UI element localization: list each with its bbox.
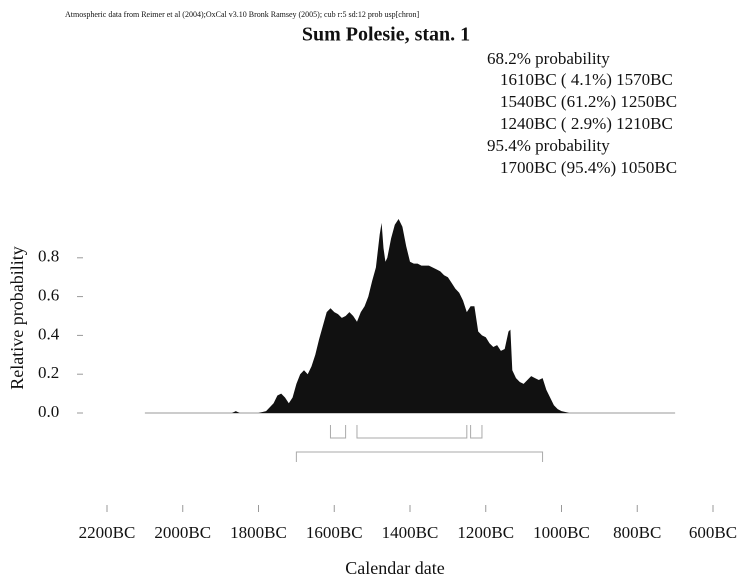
annotation: 1700BC (95.4%) 1050BC [500,158,677,177]
y-tick-label: 0.4 [38,324,60,343]
annotation: 1610BC ( 4.1%) 1570BC [500,70,673,89]
x-axis-label: Calendar date [345,558,444,578]
annotation: 1240BC ( 2.9%) 1210BC [500,114,673,133]
x-tick-label: 800BC [613,523,661,542]
y-axis-label: Relative probability [7,246,27,389]
x-tick-label: 600BC [689,523,737,542]
x-tick-label: 2000BC [154,523,211,542]
range-68 [356,425,468,439]
x-tick-label: 2200BC [79,523,136,542]
y-tick-label: 0.6 [38,286,59,305]
x-tick-label: 1600BC [306,523,363,542]
chart-title: Sum Polesie, stan. 1 [302,24,470,46]
y-tick-label: 0.8 [38,247,59,266]
range-95 [295,451,544,462]
y-tick-label: 0.0 [38,402,59,421]
x-tick-label: 1400BC [382,523,439,542]
annotation: 68.2% probability [487,49,610,68]
x-tick-label: 1800BC [230,523,287,542]
header: Atmospheric data from Reimer et al (2004… [65,10,419,19]
x-tick-label: 1200BC [457,523,514,542]
range-68 [329,425,347,439]
y-tick-label: 0.2 [38,363,59,382]
area [144,219,676,413]
range-68 [470,425,483,439]
x-tick-label: 1000BC [533,523,590,542]
annotation: 1540BC (61.2%) 1250BC [500,92,677,111]
annotation: 95.4% probability [487,136,610,155]
